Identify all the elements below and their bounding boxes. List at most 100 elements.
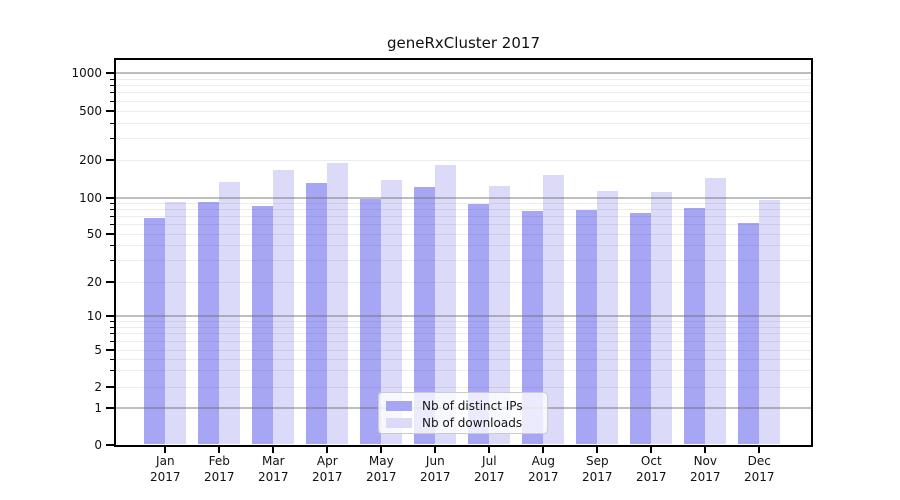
x-tick-jan: [164, 447, 167, 453]
x-tick-jun: [434, 447, 437, 453]
gridline-minor-80: [116, 209, 811, 211]
gridline-major-100: [116, 196, 811, 199]
bar-downloads-oct: [651, 191, 673, 444]
bar-ips-feb: [198, 201, 220, 444]
gridline-minor-3: [116, 370, 811, 372]
x-tick-apr: [326, 447, 329, 453]
y-tick-label-50: 50: [86, 226, 102, 241]
y-minortick-800: [110, 85, 114, 87]
bar-ips-aug: [522, 211, 544, 444]
gridline-minor-700: [116, 92, 811, 94]
bar-downloads-dec: [759, 199, 781, 444]
y-tick-1000: [106, 72, 114, 74]
year-label: 2017: [636, 470, 667, 484]
bar-ips-oct: [630, 213, 652, 444]
y-tick-20: [106, 280, 114, 283]
gridline-minor-500: [116, 110, 811, 112]
y-tick-100: [106, 196, 114, 199]
y-tick-label-1: 1: [94, 401, 102, 416]
y-tick-1: [106, 407, 114, 410]
y-minortick-8: [110, 326, 114, 328]
x-tick-label-aug: Aug 2017: [515, 453, 571, 485]
year-label: 2017: [582, 470, 613, 484]
y-minortick-3: [110, 370, 114, 372]
y-tick-5: [106, 349, 114, 351]
y-tick-200: [106, 159, 114, 161]
legend: Nb of distinct IPs Nb of downloads: [378, 392, 548, 434]
month-label: Dec: [747, 454, 771, 468]
gridline-minor-7: [116, 333, 811, 335]
y-minortick-400: [110, 122, 114, 124]
x-tick-label-may: May 2017: [353, 453, 409, 485]
bar-downloads-jan: [165, 202, 187, 444]
y-tick-label-100: 100: [79, 190, 102, 205]
gridline-minor-800: [116, 85, 811, 87]
gridline-minor-300: [116, 138, 811, 140]
bar-ips-jun: [414, 187, 436, 444]
bar-ips-dec: [738, 223, 760, 444]
year-label: 2017: [366, 470, 397, 484]
year-label: 2017: [204, 470, 235, 484]
month-label: Feb: [208, 454, 230, 468]
chart-title: geneRxCluster 2017: [387, 34, 540, 52]
y-minortick-600: [110, 100, 114, 102]
bar-ips-may: [360, 198, 382, 444]
y-tick-label-500: 500: [79, 103, 102, 118]
month-label: Jul: [482, 454, 497, 468]
x-tick-nov: [704, 447, 707, 453]
y-minortick-70: [110, 216, 114, 218]
gridline-minor-20: [116, 281, 811, 283]
legend-label-ips: Nb of distinct IPs: [422, 398, 523, 413]
x-tick-label-jun: Jun 2017: [407, 453, 463, 485]
gridline-minor-5: [116, 350, 811, 351]
gridline-minor-4: [116, 358, 811, 360]
year-label: 2017: [150, 470, 181, 484]
gridline-minor-50: [116, 233, 811, 235]
y-minortick-80: [110, 209, 114, 211]
x-tick-may: [380, 447, 383, 453]
y-minortick-7: [110, 333, 114, 335]
bar-ips-sep: [576, 210, 598, 444]
bar-ips-apr: [306, 182, 328, 444]
bar-downloads-nov: [705, 178, 727, 444]
legend-swatch-downloads: [386, 417, 412, 428]
x-tick-label-sep: Sep 2017: [569, 453, 625, 485]
month-label: Apr: [316, 454, 338, 468]
bar-downloads-sep: [597, 190, 619, 444]
y-tick-2: [106, 385, 114, 388]
y-tick-label-200: 200: [79, 153, 102, 167]
bar-downloads-may: [381, 180, 403, 444]
y-minortick-4: [110, 358, 114, 360]
x-tick-dec: [758, 447, 761, 453]
legend-label-downloads: Nb of downloads: [422, 415, 523, 430]
month-label: Jan: [156, 454, 175, 468]
legend-row-downloads: Nb of downloads: [386, 414, 547, 431]
x-tick-label-jan: Jan 2017: [137, 453, 193, 485]
gridline-minor-400: [116, 122, 811, 124]
x-tick-label-jul: Jul 2017: [461, 453, 517, 485]
x-tick-label-feb: Feb 2017: [191, 453, 247, 485]
bar-ips-nov: [684, 207, 706, 444]
x-tick-label-dec: Dec 2017: [731, 453, 787, 485]
year-label: 2017: [528, 470, 559, 484]
y-minortick-60: [110, 224, 114, 226]
x-tick-label-nov: Nov 2017: [677, 453, 733, 485]
x-tick-feb: [218, 447, 221, 453]
bar-ips-jan: [144, 217, 166, 444]
bar-ips-mar: [252, 205, 274, 444]
y-tick-50: [106, 232, 114, 235]
gridline-minor-200: [116, 160, 811, 161]
year-label: 2017: [690, 470, 721, 484]
year-label: 2017: [420, 470, 451, 484]
gridline-minor-600: [116, 100, 811, 102]
x-tick-jul: [488, 447, 491, 453]
month-label: Aug: [531, 454, 556, 468]
y-minortick-300: [110, 138, 114, 140]
bar-downloads-feb: [219, 182, 241, 444]
month-label: Mar: [261, 454, 285, 468]
x-tick-label-apr: Apr 2017: [299, 453, 355, 485]
x-tick-oct: [650, 447, 653, 453]
y-tick-0: [106, 443, 114, 446]
year-label: 2017: [258, 470, 289, 484]
